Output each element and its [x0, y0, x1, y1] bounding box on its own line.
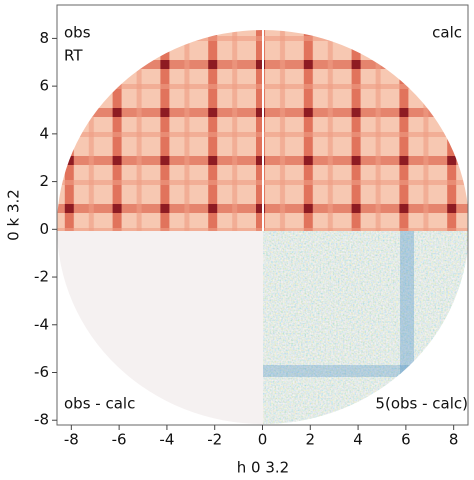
- y-axis-label: 0 k 3.2: [5, 189, 23, 241]
- x-tick-label: 2: [306, 431, 316, 449]
- y-tick-label: -6: [34, 363, 49, 381]
- x-tick-label: -4: [159, 431, 174, 449]
- x-tick-label: 6: [401, 431, 411, 449]
- y-tick-label: 2: [39, 172, 49, 190]
- annotation: RT: [64, 47, 83, 65]
- annotation: obs: [64, 24, 91, 42]
- x-tick-label: -6: [112, 431, 127, 449]
- y-tick-label: -2: [34, 268, 49, 286]
- y-tick-label: -8: [34, 411, 49, 429]
- x-tick-label: 0: [258, 431, 268, 449]
- y-tick-label: 4: [39, 124, 49, 142]
- y-tick-label: 8: [39, 29, 49, 47]
- x-tick-label: 8: [449, 431, 459, 449]
- annotation: calc: [432, 24, 462, 42]
- y-tick-label: 6: [39, 77, 49, 95]
- x-tick-label: 4: [353, 431, 363, 449]
- diffuse-map: [57, 30, 468, 424]
- x-axis-label: h 0 3.2: [237, 459, 289, 477]
- x-tick-label: -8: [64, 431, 79, 449]
- y-tick-label: -4: [34, 315, 49, 333]
- x-tick-label: -2: [207, 431, 222, 449]
- annotation: 5(obs - calc): [375, 395, 468, 413]
- y-tick-label: 0: [39, 220, 49, 238]
- annotation: obs - calc: [64, 395, 135, 413]
